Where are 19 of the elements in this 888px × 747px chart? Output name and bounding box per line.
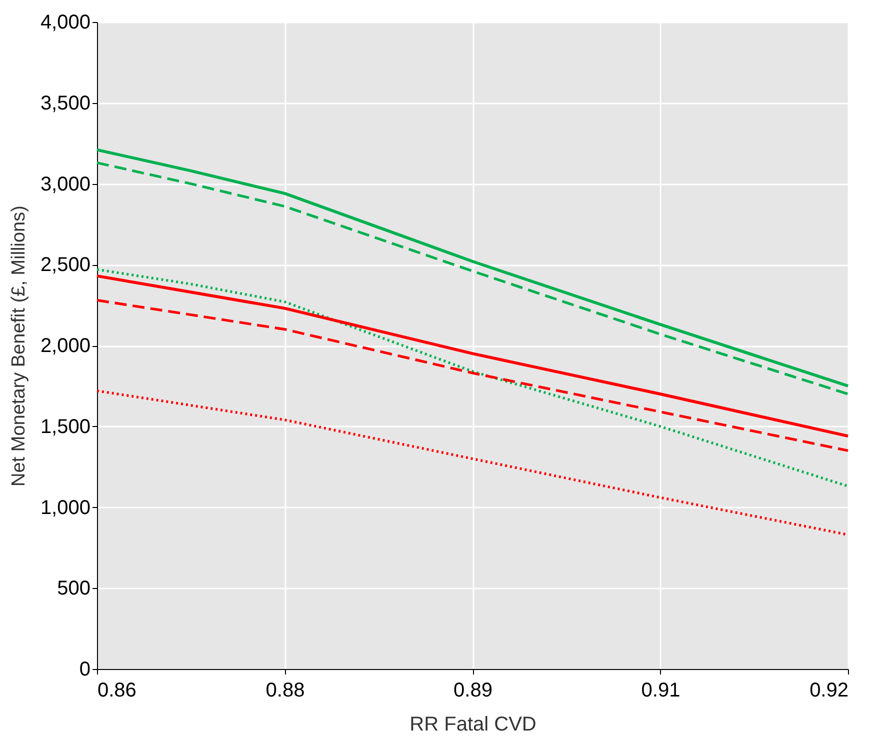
y-tick-label: 3,500 [40, 92, 90, 114]
y-tick-label: 2,000 [40, 335, 90, 357]
x-axis-title: RR Fatal CVD [410, 714, 536, 736]
x-tick-label: 0.86 [98, 680, 136, 702]
x-tick-label: 0.88 [266, 680, 305, 702]
line-series [96, 298, 850, 452]
x-tick-label: 0.92 [810, 680, 848, 702]
y-tick-label: 4,000 [40, 12, 90, 34]
x-tick-label: 0.89 [454, 680, 492, 702]
line-series [96, 274, 850, 438]
x-tick-label: 0.91 [641, 680, 680, 702]
line-series [96, 268, 850, 488]
y-tick-label: 2,500 [40, 254, 90, 276]
y-tick-label: 500 [57, 578, 90, 600]
y-axis-title: Net Monetary Benefit (£, Millions) [8, 206, 30, 486]
y-tick-label: 1,000 [40, 496, 90, 519]
y-tick-label: 0 [79, 658, 90, 680]
y-tick-label: 3,000 [40, 173, 90, 196]
y-tick-label: 1,500 [40, 416, 90, 438]
